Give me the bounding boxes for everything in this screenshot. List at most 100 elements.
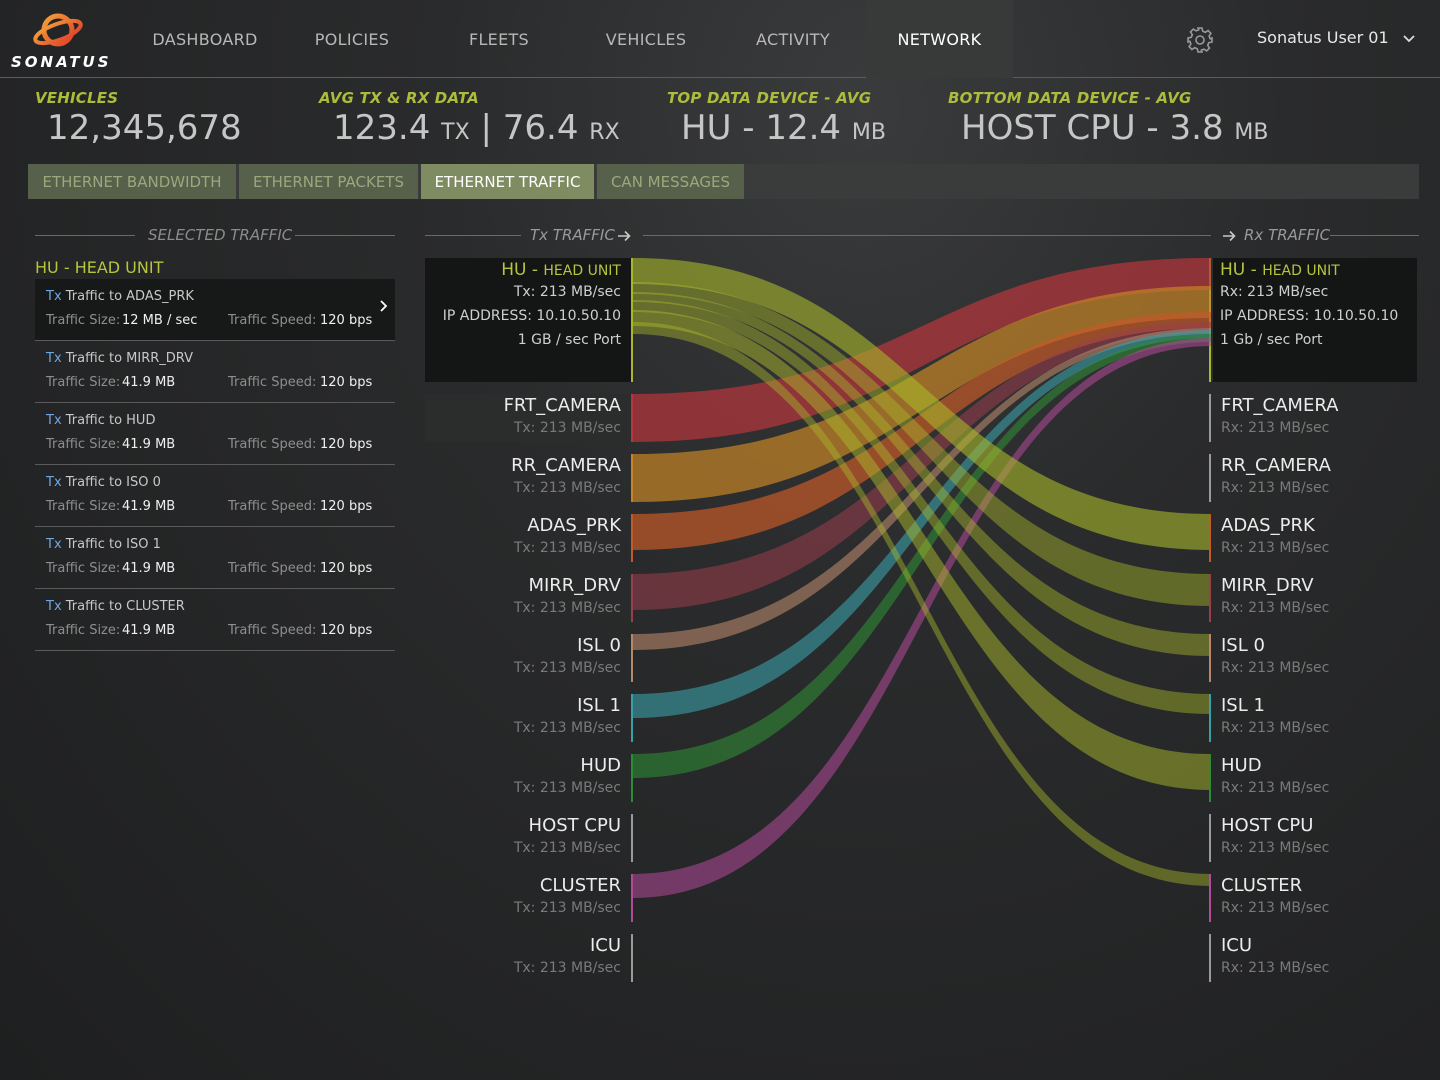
- node-tx-bar-hud: [631, 754, 633, 802]
- tx-tag: Tx: [46, 475, 62, 490]
- tx-flow-mirr-drv[interactable]: [633, 282, 1211, 606]
- hu-tx-rate: Tx: 213 MB/sec: [513, 284, 621, 300]
- node-tx-name-hud[interactable]: HUD: [580, 755, 621, 776]
- tx-value: 123.4: [333, 108, 431, 148]
- traffic-size-value: 41.9 MB: [122, 623, 176, 638]
- chevron-right-icon[interactable]: [378, 299, 390, 313]
- nav-network[interactable]: NETWORK: [866, 0, 1013, 78]
- node-tx-name-host-cpu[interactable]: HOST CPU: [528, 815, 621, 836]
- tx-flow-isl-0[interactable]: [633, 292, 1211, 656]
- chevron-down-icon[interactable]: [1402, 32, 1416, 46]
- user-name[interactable]: Sonatus User 01: [1257, 28, 1389, 47]
- node-tx-bar-isl-0: [631, 634, 633, 682]
- gear-icon[interactable]: [1186, 26, 1214, 54]
- tx-flow-cluster[interactable]: [633, 322, 1211, 886]
- node-tx-name-rr-camera[interactable]: RR_CAMERA: [511, 455, 621, 476]
- traffic-list-item[interactable]: Tx Traffic to ISO 0 Traffic Size: 41.9 MB T…: [35, 465, 395, 527]
- arrow-right-icon: [1223, 230, 1236, 242]
- nav-fleets[interactable]: FLEETS: [468, 30, 530, 49]
- tx-flow-isl-1[interactable]: [633, 300, 1211, 714]
- node-tx-name-cluster[interactable]: CLUSTER: [539, 875, 621, 896]
- node-rx-name-isl-1[interactable]: ISL 1: [1221, 695, 1265, 716]
- node-rx-bar-isl-1: [1209, 694, 1211, 742]
- hu-tx-bar: [631, 258, 633, 382]
- node-rx-rate-hud[interactable]: Rx: 213 MB/sec: [1221, 780, 1330, 796]
- sonatus-logo[interactable]: SONATUS: [8, 6, 112, 72]
- nav-activity[interactable]: ACTIVITY: [756, 30, 830, 49]
- node-rx-rate-frt-camera[interactable]: Rx: 213 MB/sec: [1221, 420, 1330, 436]
- rx-flow-frt-camera[interactable]: [633, 258, 1211, 442]
- node-rx-name-adas-prk[interactable]: ADAS_PRK: [1221, 515, 1315, 536]
- node-tx-rate-isl-0[interactable]: Tx: 213 MB/sec: [513, 660, 621, 676]
- node-rx-rate-adas-prk[interactable]: Rx: 213 MB/sec: [1221, 540, 1330, 556]
- node-rx-name-icu[interactable]: ICU: [1221, 935, 1253, 956]
- nav-dashboard[interactable]: DASHBOARD: [152, 30, 258, 49]
- node-tx-name-icu[interactable]: ICU: [589, 935, 621, 956]
- node-tx-bar-cluster: [631, 874, 633, 922]
- tab-ethernet-packets[interactable]: ETHERNET PACKETS: [239, 164, 418, 199]
- hu-rx-panel[interactable]: [1213, 258, 1417, 382]
- tab-ethernet-bandwidth[interactable]: ETHERNET BANDWIDTH: [28, 164, 236, 199]
- node-tx-rate-hud[interactable]: Tx: 213 MB/sec: [513, 780, 621, 796]
- node-rx-name-mirr-drv[interactable]: MIRR_DRV: [1221, 575, 1314, 596]
- stat-top-device-value: HU - 12.4 MB: [681, 108, 886, 148]
- traffic-item-title: Tx Traffic to MIRR_DRV: [46, 351, 193, 366]
- traffic-speed-label: Traffic Speed:: [228, 623, 317, 638]
- traffic-list-item[interactable]: Tx Traffic to ADAS_PRK Traffic Size: 12 MB…: [35, 279, 395, 341]
- node-rx-name-isl-0[interactable]: ISL 0: [1221, 635, 1265, 656]
- tx-flow-hud[interactable]: [633, 310, 1211, 790]
- node-tx-name-mirr-drv[interactable]: MIRR_DRV: [528, 575, 621, 596]
- tx-tag: Tx: [46, 413, 62, 428]
- brand-name: SONATUS: [11, 53, 112, 71]
- node-rx-rate-icu[interactable]: Rx: 213 MB/sec: [1221, 960, 1330, 976]
- node-rx-rate-isl-0[interactable]: Rx: 213 MB/sec: [1221, 660, 1330, 676]
- node-tx-name-frt-camera[interactable]: FRT_CAMERA: [503, 395, 621, 416]
- node-rx-rate-mirr-drv[interactable]: Rx: 213 MB/sec: [1221, 600, 1330, 616]
- node-rx-name-hud[interactable]: HUD: [1221, 755, 1262, 776]
- node-tx-rate-cluster[interactable]: Tx: 213 MB/sec: [513, 900, 621, 916]
- stat-avg-data-label: AVG TX & RX DATA: [319, 89, 479, 107]
- traffic-size-value: 41.9 MB: [122, 437, 176, 452]
- node-tx-rate-frt-camera[interactable]: Tx: 213 MB/sec: [513, 420, 621, 436]
- node-tx-rate-mirr-drv[interactable]: Tx: 213 MB/sec: [513, 600, 621, 616]
- rx-flow-mirr-drv[interactable]: [633, 322, 1211, 610]
- tx-tag: Tx: [46, 537, 62, 552]
- traffic-list-item[interactable]: Tx Traffic to MIRR_DRV Traffic Size: 41.9 …: [35, 341, 395, 403]
- tx-flow-adas-prk[interactable]: [633, 258, 1211, 550]
- tx-tag: Tx: [46, 599, 62, 614]
- traffic-list-item[interactable]: Tx Traffic to CLUSTER Traffic Size: 41.9 M…: [35, 589, 395, 651]
- rx-flow-cluster[interactable]: [633, 338, 1211, 898]
- node-rx-name-frt-camera[interactable]: FRT_CAMERA: [1221, 395, 1339, 416]
- node-tx-rate-rr-camera[interactable]: Tx: 213 MB/sec: [513, 480, 621, 496]
- node-tx-name-adas-prk[interactable]: ADAS_PRK: [527, 515, 621, 536]
- node-rx-rate-host-cpu[interactable]: Rx: 213 MB/sec: [1221, 840, 1330, 856]
- node-rx-rate-rr-camera[interactable]: Rx: 213 MB/sec: [1221, 480, 1330, 496]
- node-tx-rate-host-cpu[interactable]: Tx: 213 MB/sec: [513, 840, 621, 856]
- nav-vehicles[interactable]: VEHICLES: [605, 30, 687, 49]
- node-rx-rate-isl-1[interactable]: Rx: 213 MB/sec: [1221, 720, 1330, 736]
- traffic-list-item[interactable]: Tx Traffic to HUD Traffic Size: 41.9 MB Tra…: [35, 403, 395, 465]
- traffic-size-value: 12 MB / sec: [122, 313, 198, 328]
- divider: [1330, 235, 1419, 236]
- node-tx-rate-isl-1[interactable]: Tx: 213 MB/sec: [513, 720, 621, 736]
- node-rx-bar-adas-prk: [1209, 514, 1211, 562]
- node-rx-name-rr-camera[interactable]: RR_CAMERA: [1221, 455, 1331, 476]
- traffic-target: Traffic to ISO 1: [65, 537, 161, 552]
- rx-flow-isl-0[interactable]: [633, 328, 1211, 650]
- node-rx-name-host-cpu[interactable]: HOST CPU: [1221, 815, 1314, 836]
- rx-flow-adas-prk[interactable]: [633, 312, 1211, 550]
- traffic-target: Traffic to MIRR_DRV: [65, 351, 193, 366]
- traffic-list-item[interactable]: Tx Traffic to ISO 1 Traffic Size: 41.9 MB T…: [35, 527, 395, 589]
- node-tx-rate-adas-prk[interactable]: Tx: 213 MB/sec: [513, 540, 621, 556]
- tab-can-messages[interactable]: CAN MESSAGES: [597, 164, 744, 199]
- node-rx-rate-cluster[interactable]: Rx: 213 MB/sec: [1221, 900, 1330, 916]
- node-rx-name-cluster[interactable]: CLUSTER: [1221, 875, 1303, 896]
- nav-policies[interactable]: POLICIES: [314, 30, 390, 49]
- hu-tx-panel[interactable]: [425, 258, 632, 382]
- node-tx-name-isl-1[interactable]: ISL 1: [577, 695, 621, 716]
- node-tx-name-isl-0[interactable]: ISL 0: [577, 635, 621, 656]
- traffic-size-label: Traffic Size:: [46, 623, 121, 638]
- rx-flow-isl-1[interactable]: [633, 330, 1211, 718]
- tab-ethernet-traffic[interactable]: ETHERNET TRAFFIC: [421, 164, 594, 199]
- node-tx-rate-icu[interactable]: Tx: 213 MB/sec: [513, 960, 621, 976]
